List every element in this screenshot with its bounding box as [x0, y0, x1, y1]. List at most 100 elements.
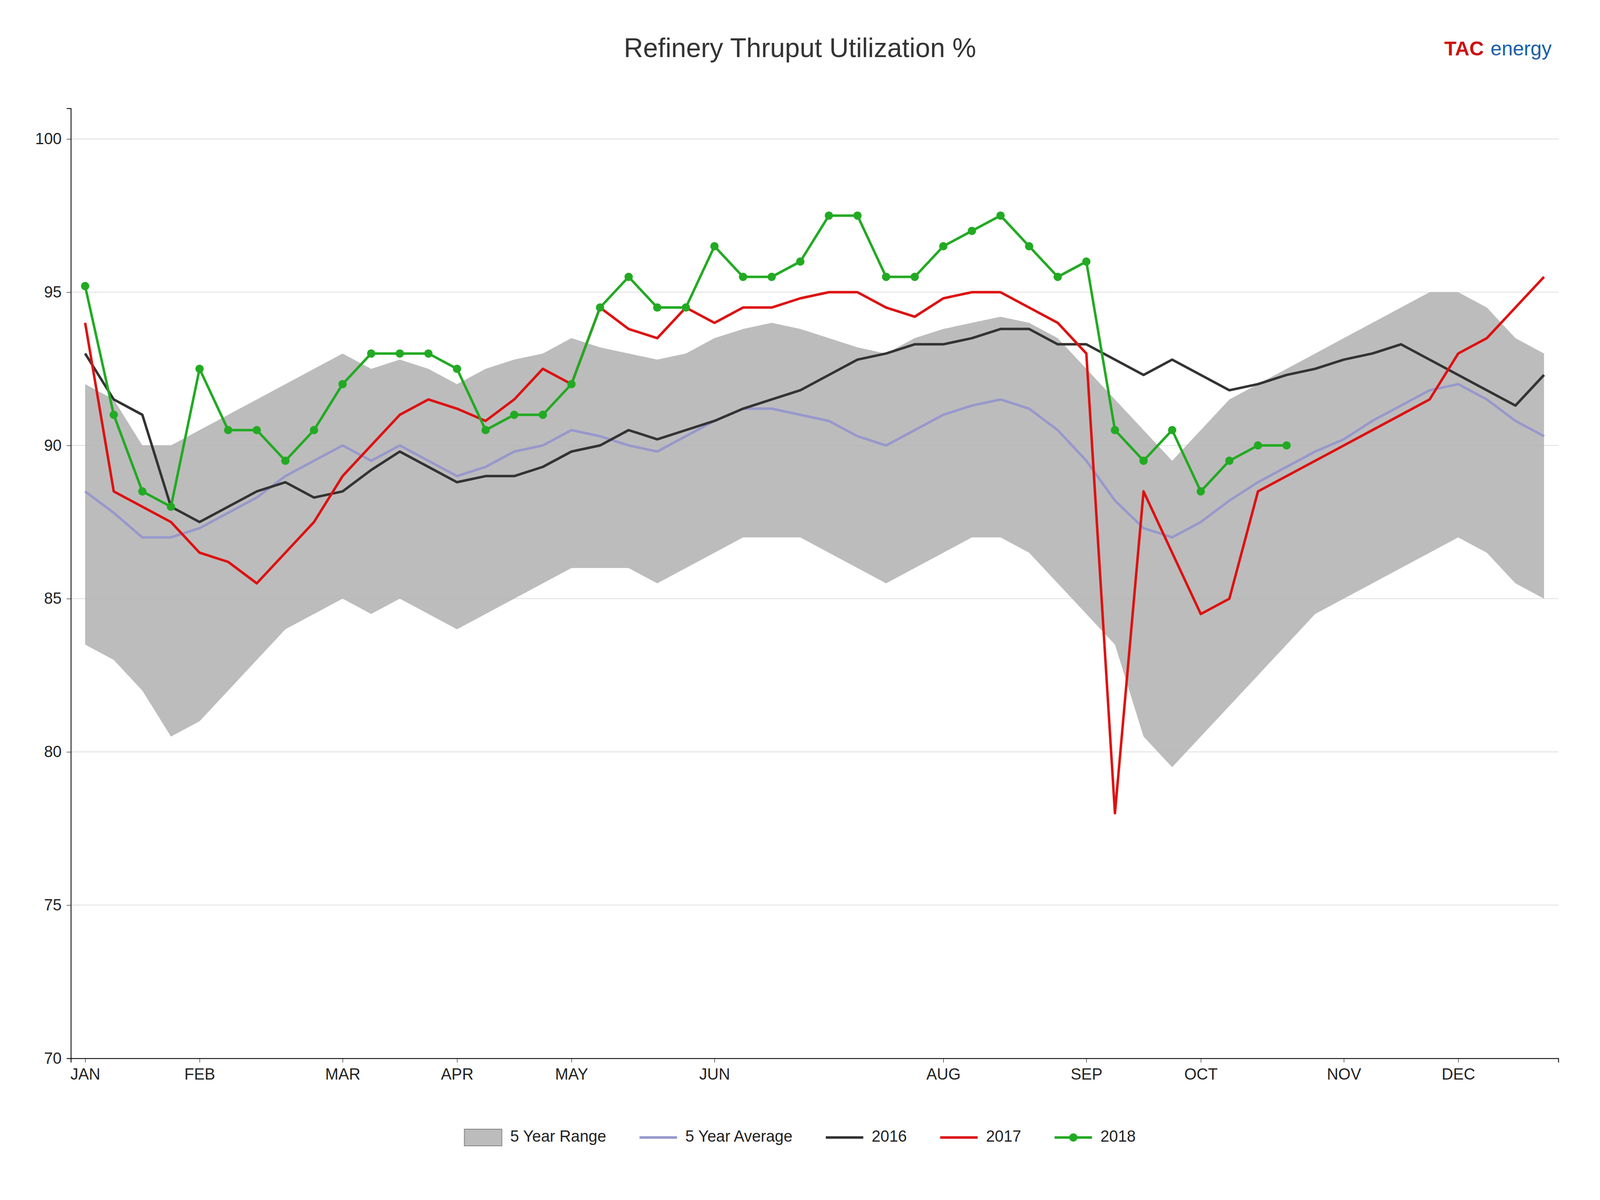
annotation: energy [1490, 37, 1552, 60]
point [853, 211, 862, 220]
point [395, 349, 405, 358]
y-tick-mark [66, 139, 71, 140]
x-tick-mark [1343, 1058, 1345, 1063]
x-tick: OCT [1184, 1058, 1218, 1083]
legend-swatch [940, 1136, 978, 1139]
chart: Refinery Thruput Utilization % TAC energy 7… [0, 0, 1600, 1200]
point [538, 410, 548, 419]
point [681, 303, 690, 312]
legend-item: 5 Year Average [639, 1127, 793, 1145]
series-line [85, 329, 1544, 523]
x-tick: MAR [325, 1058, 360, 1083]
point [767, 272, 776, 282]
x-axis-line [71, 1058, 1559, 1063]
x-tick-label: MAY [555, 1065, 589, 1083]
x-tick-label: MAR [325, 1065, 360, 1083]
point [281, 456, 290, 465]
point [1139, 456, 1148, 465]
x-tick-label: JAN [70, 1065, 101, 1083]
x-tick-mark [457, 1058, 458, 1063]
point [252, 425, 261, 435]
x-tick: JAN [70, 1058, 101, 1083]
legend-marker [1069, 1133, 1078, 1142]
x-tick-mark [1086, 1058, 1087, 1063]
x-axis: JANFEBMARAPRMAYJUNAUGSEPOCTNOVDEC [70, 1058, 1559, 1083]
annotations: TAC energy [1444, 37, 1552, 60]
x-tick: NOV [1326, 1058, 1362, 1083]
point [738, 272, 748, 282]
y-tick-mark [66, 1058, 71, 1059]
point [595, 303, 605, 312]
y-tick-label: 85 [44, 589, 62, 608]
point [1110, 425, 1120, 435]
y-tick: 90 [44, 436, 71, 455]
point [1225, 456, 1234, 465]
point [166, 502, 175, 511]
series-line [85, 384, 1544, 538]
legend-item: 2018 [1054, 1127, 1136, 1145]
point [1196, 487, 1205, 496]
x-tick: MAY [555, 1058, 589, 1083]
point [452, 364, 462, 373]
legend-label: 2018 [1100, 1127, 1136, 1145]
point [138, 487, 147, 496]
legend-swatch [639, 1136, 678, 1139]
x-tick-label: NOV [1326, 1065, 1362, 1083]
y-tick-mark [66, 752, 71, 753]
y-tick: 85 [44, 589, 71, 608]
y-tick: 70 [44, 1049, 71, 1068]
x-tick-mark [571, 1058, 572, 1063]
marks [80, 211, 1544, 813]
point [996, 211, 1005, 220]
y-tick: 75 [44, 896, 71, 914]
legend-item: 2016 [825, 1127, 908, 1145]
annotation: TAC [1444, 37, 1484, 60]
legend: 5 Year Range 5 Year Average 2016 2017 2018 [464, 1127, 1136, 1146]
x-tick-mark [1458, 1058, 1459, 1063]
x-tick-mark [714, 1058, 715, 1063]
y-tick: 100 [35, 130, 71, 148]
point [652, 303, 662, 312]
point [109, 410, 118, 419]
point [910, 272, 919, 282]
grid [70, 139, 1559, 1059]
y-tick-label: 100 [35, 130, 62, 148]
x-tick-label: OCT [1184, 1065, 1218, 1083]
point [195, 364, 204, 373]
point [1253, 441, 1263, 450]
point [80, 282, 90, 291]
x-tick-mark [943, 1058, 944, 1063]
y-tick-mark [66, 598, 71, 600]
point [1282, 441, 1291, 450]
grid-line [70, 904, 1559, 906]
legend-label: 2016 [871, 1127, 908, 1145]
x-tick: AUG [926, 1058, 961, 1083]
x-tick-mark [1200, 1058, 1202, 1063]
point [367, 349, 376, 358]
point [424, 349, 433, 358]
x-tick: SEP [1070, 1058, 1103, 1083]
point [624, 272, 633, 282]
y-axis-line [66, 108, 72, 1059]
x-tick: JUN [699, 1058, 730, 1083]
y-tick-mark [66, 905, 71, 906]
y-tick-mark [66, 445, 71, 446]
grid-line [70, 138, 1559, 140]
y-axis: 707580859095100 [35, 108, 72, 1068]
point [824, 211, 833, 220]
x-tick-label: APR [440, 1065, 474, 1083]
x-tick-label: AUG [926, 1065, 961, 1083]
grid-line [70, 291, 1559, 293]
y-tick-mark [66, 292, 71, 293]
series-line [85, 277, 1544, 814]
point [224, 425, 233, 435]
legend-item: 2017 [940, 1127, 1022, 1145]
legend-label: 5 Year Average [685, 1127, 793, 1145]
point [1082, 257, 1091, 266]
legend-label: 5 Year Range [510, 1127, 606, 1145]
y-tick-label: 95 [44, 283, 62, 301]
legend-item: 5 Year Range [464, 1127, 606, 1146]
legend-label: 2017 [985, 1127, 1022, 1145]
title: Refinery Thruput Utilization % [623, 32, 976, 63]
point [939, 242, 948, 251]
